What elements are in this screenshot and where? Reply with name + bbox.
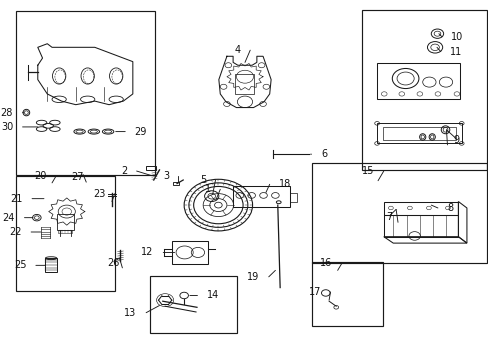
Text: 19: 19 <box>246 272 259 282</box>
Bar <box>150 276 237 333</box>
Text: 20: 20 <box>34 171 46 181</box>
Bar <box>235 74 254 94</box>
Text: 28: 28 <box>0 108 13 118</box>
Bar <box>172 241 208 264</box>
Text: 21: 21 <box>10 194 22 204</box>
Text: 7: 7 <box>386 212 392 222</box>
Text: 6: 6 <box>320 149 326 159</box>
Text: 4: 4 <box>234 45 240 55</box>
Text: 14: 14 <box>206 291 219 301</box>
Text: 25: 25 <box>14 260 26 270</box>
Text: 24: 24 <box>2 213 15 222</box>
Text: 23: 23 <box>93 189 105 199</box>
Text: 18: 18 <box>279 179 291 189</box>
Text: 3: 3 <box>163 171 168 181</box>
Bar <box>289 193 296 202</box>
Text: 30: 30 <box>1 122 13 132</box>
Bar <box>45 258 57 272</box>
Text: 9: 9 <box>452 135 458 145</box>
Bar <box>17 176 115 291</box>
Text: 12: 12 <box>141 247 153 257</box>
Text: 22: 22 <box>9 227 21 237</box>
Bar <box>173 182 179 185</box>
Text: 2: 2 <box>121 166 127 176</box>
Bar <box>376 63 459 99</box>
Bar <box>376 123 461 143</box>
Text: 16: 16 <box>320 258 332 268</box>
Text: 13: 13 <box>124 308 136 318</box>
Text: 26: 26 <box>107 258 120 268</box>
Bar <box>57 214 74 230</box>
Bar <box>17 11 154 175</box>
Text: 8: 8 <box>447 203 453 213</box>
Text: 17: 17 <box>308 287 320 297</box>
Text: 29: 29 <box>135 127 147 136</box>
Bar <box>58 230 72 233</box>
Text: 5: 5 <box>200 175 205 185</box>
Text: 10: 10 <box>450 32 463 41</box>
Bar <box>146 166 155 170</box>
Bar <box>382 127 455 140</box>
Bar <box>312 163 486 263</box>
Text: 27: 27 <box>71 172 84 182</box>
Bar <box>232 186 289 207</box>
Text: 11: 11 <box>449 46 462 57</box>
Text: 15: 15 <box>361 166 373 176</box>
Bar <box>312 262 382 326</box>
Text: 1: 1 <box>204 184 210 194</box>
Bar <box>362 10 486 170</box>
